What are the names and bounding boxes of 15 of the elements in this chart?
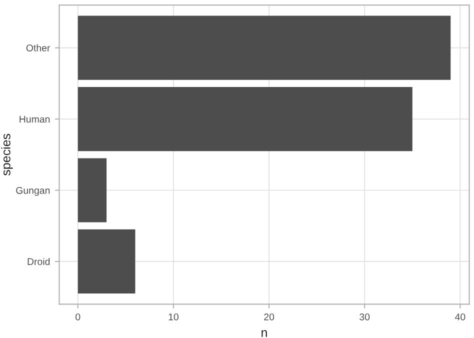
y-tick-label: Droid (28, 258, 50, 266)
x-axis-title: n (262, 330, 267, 337)
x-tick-label: 30 (360, 313, 370, 320)
x-tick-label: 10 (168, 313, 178, 320)
x-tick-label: 40 (454, 313, 466, 320)
bar (78, 16, 451, 80)
y-tick-label: Other (26, 44, 50, 52)
bar (78, 158, 107, 222)
x-tick-label: 20 (264, 313, 274, 320)
bar (78, 229, 136, 294)
y-tick-label: Gungan (16, 186, 50, 196)
y-axis-title: species (1, 134, 13, 176)
y-tick-label: Human (20, 116, 50, 123)
x-tick-label: 0 (76, 313, 80, 320)
bar (78, 86, 412, 152)
